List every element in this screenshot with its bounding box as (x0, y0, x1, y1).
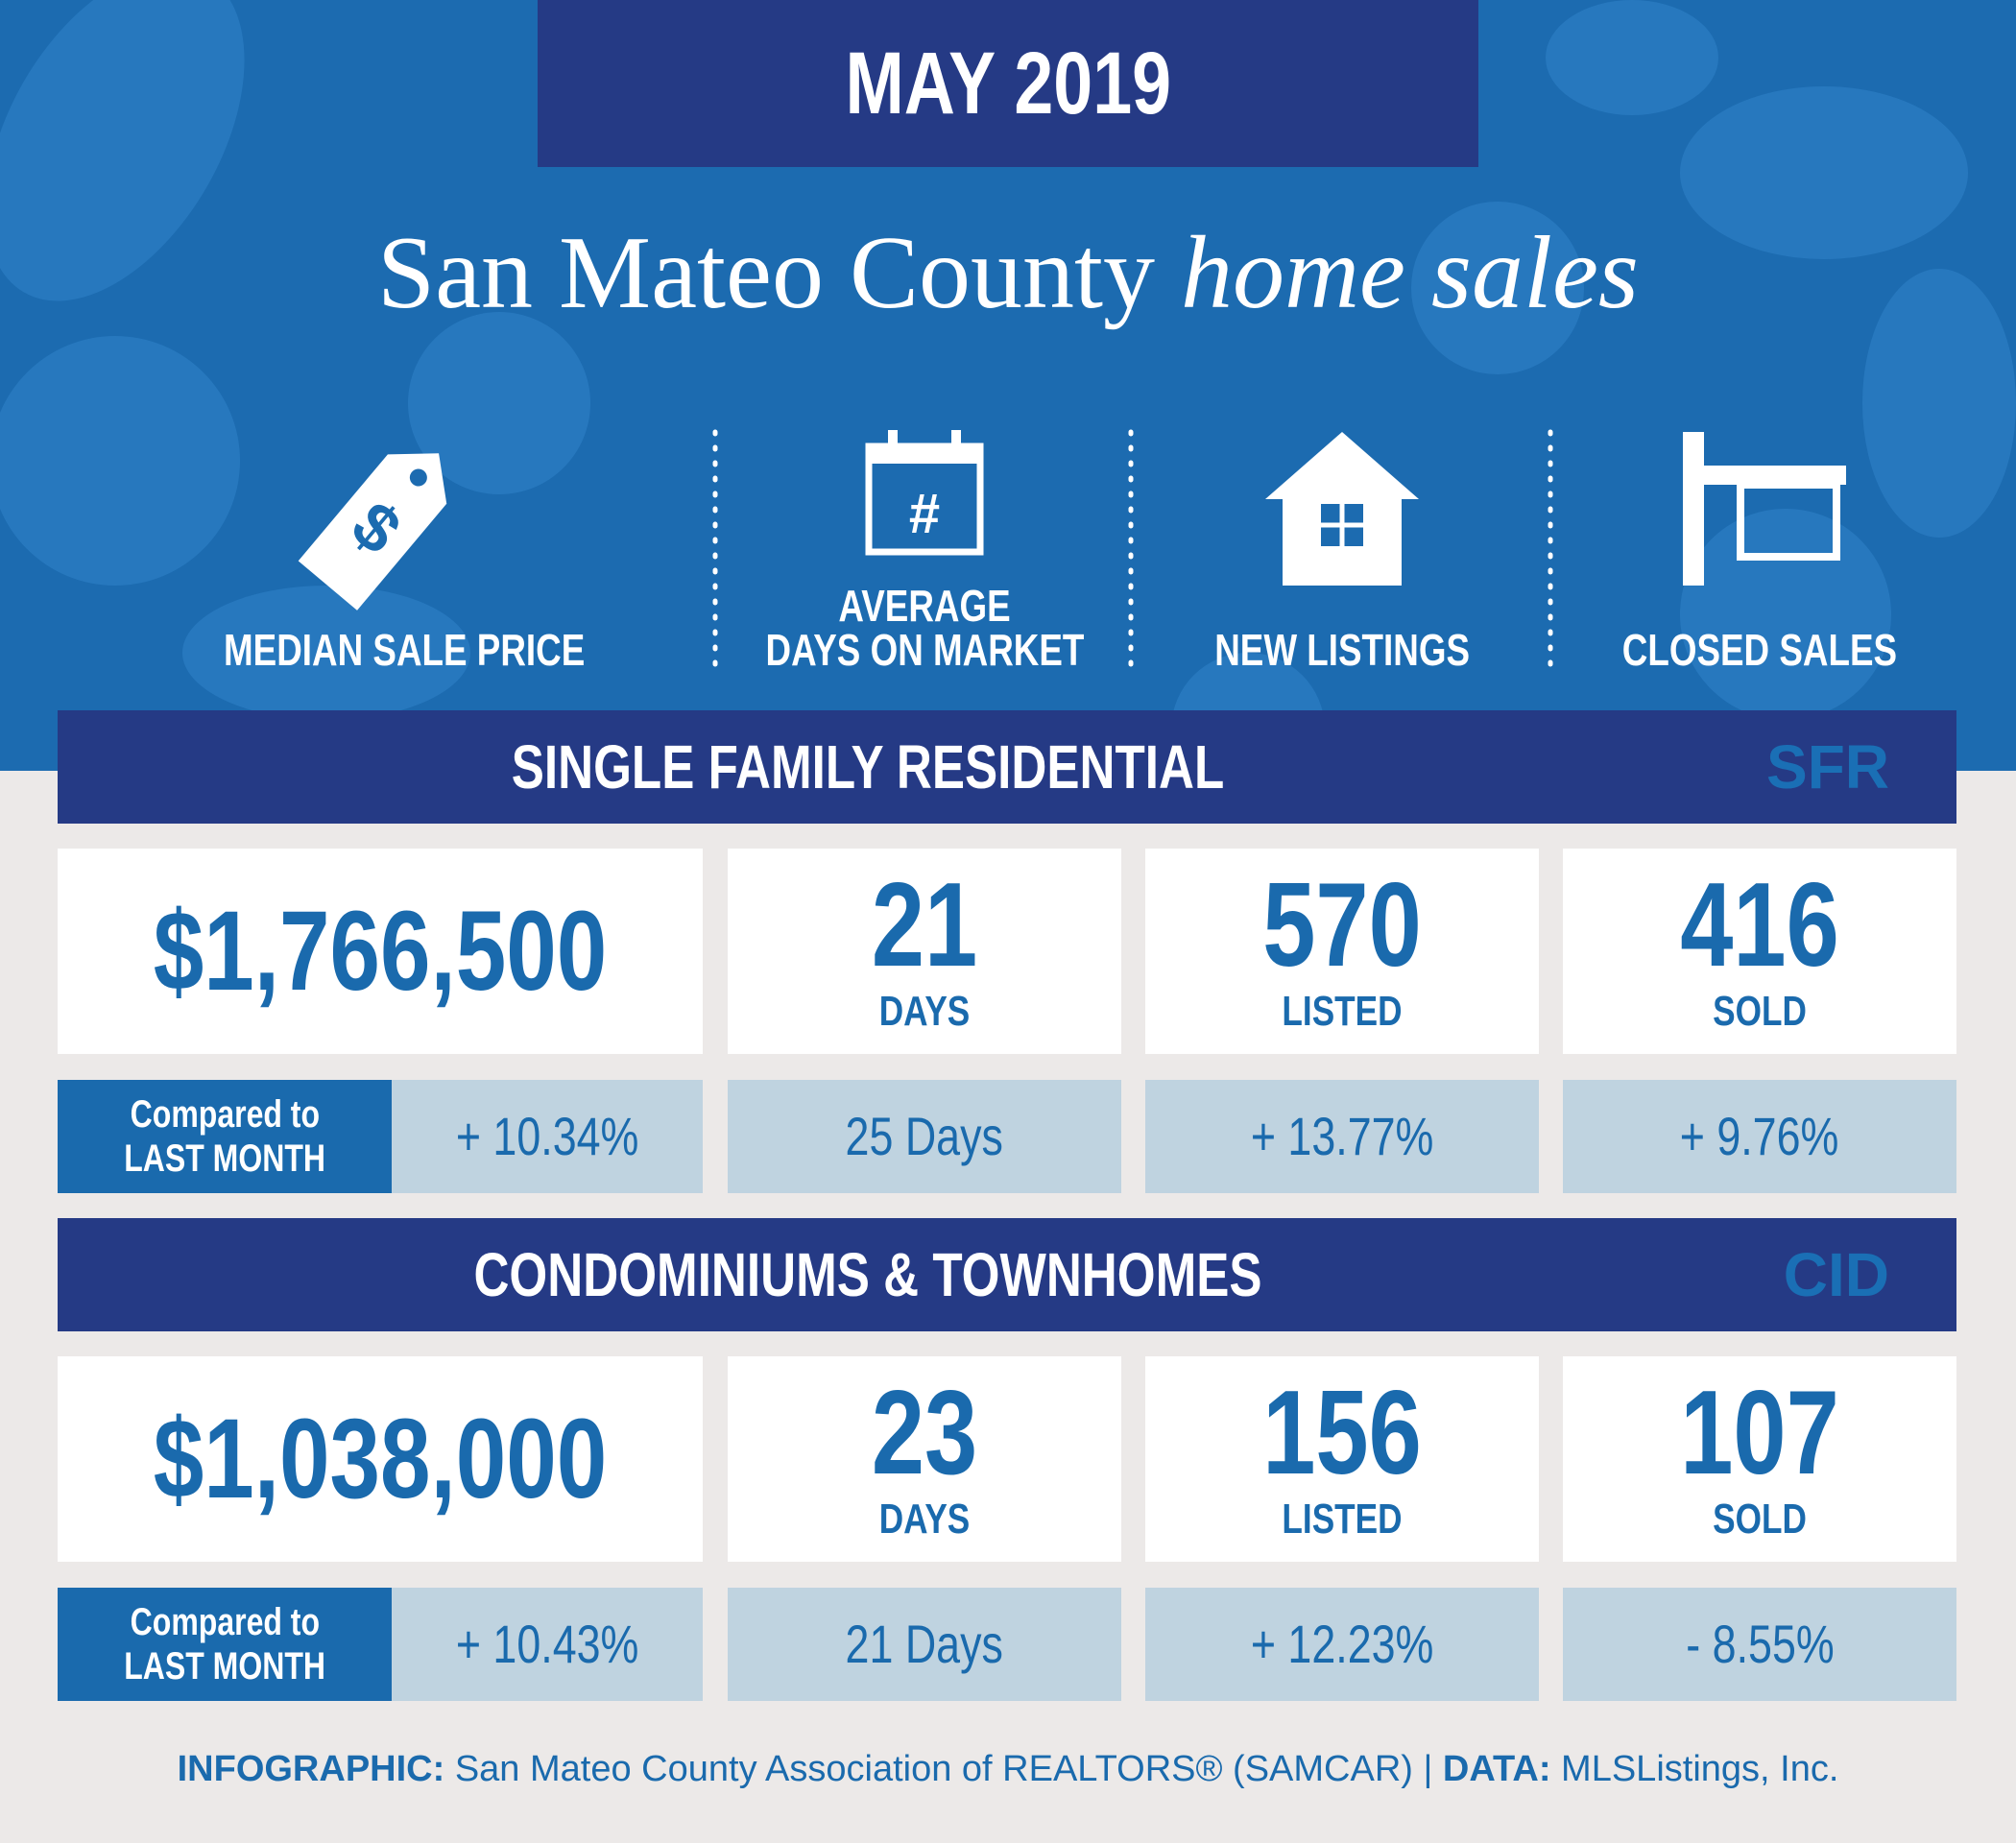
change-box: + 10.43% (392, 1588, 703, 1701)
metric-label-line: DAYS ON MARKET (723, 628, 1126, 672)
change: - 8.55% (1685, 1614, 1835, 1674)
metric-label-text: AVERAGE (838, 581, 1011, 631)
section-bar: SINGLE FAMILY RESIDENTIAL SFR (58, 710, 1956, 824)
comparison-label-line: Compared to (58, 1092, 392, 1137)
metric-label-line: CLOSED SALES (1558, 628, 1961, 672)
value: 570 (1262, 859, 1422, 992)
change-box: + 13.77% (1145, 1080, 1539, 1193)
footer-text: San Mateo County Association of REALTORS… (454, 1749, 1433, 1789)
comparison-label-text: Compared to (130, 1093, 320, 1136)
section-code: CID (1783, 1240, 1889, 1309)
value-box: 21 DAYS (728, 849, 1121, 1054)
value: $1,766,500 (153, 888, 608, 1015)
change: + 12.23% (1250, 1614, 1434, 1674)
section-title: CONDOMINIUMS & TOWNHOMES (473, 1240, 1262, 1309)
value-box: 23 DAYS (728, 1356, 1121, 1562)
value: 416 (1680, 859, 1839, 992)
change: + 10.43% (455, 1614, 639, 1674)
change: 21 Days (845, 1614, 1004, 1674)
value: 23 (871, 1367, 978, 1499)
change: + 13.77% (1250, 1106, 1434, 1166)
metric-label-line: MEDIAN SALE PRICE (179, 625, 586, 675)
unit: SOLD (1713, 988, 1807, 1035)
section-bar: CONDOMINIUMS & TOWNHOMES CID (58, 1218, 1956, 1331)
metric-label-text: MEDIAN SALE PRICE (224, 625, 586, 675)
comparison-label-line: Compared to (58, 1600, 392, 1644)
title-main: San Mateo County (377, 216, 1155, 330)
change-box: 25 Days (728, 1080, 1121, 1193)
title: San Mateo County home sales (0, 206, 2016, 341)
value: 156 (1262, 1367, 1422, 1499)
footer: INFOGRAPHIC: San Mateo County Associatio… (0, 1749, 2016, 1790)
footer-label: DATA: (1442, 1749, 1551, 1789)
metric-label-line: NEW LISTINGS (1140, 628, 1544, 672)
value-box: 156 LISTED (1145, 1356, 1539, 1562)
unit: LISTED (1282, 1496, 1403, 1543)
comparison-label-line: LAST MONTH (58, 1644, 392, 1688)
metric-label: MEDIAN SALE PRICE (179, 625, 586, 675)
metric-label-text: NEW LISTINGS (1214, 625, 1470, 675)
change: + 10.34% (455, 1106, 639, 1166)
comparison-label: Compared to LAST MONTH (58, 1080, 392, 1193)
footer-label: INFOGRAPHIC: (177, 1749, 445, 1789)
value: 107 (1680, 1367, 1839, 1499)
section-title: SINGLE FAMILY RESIDENTIAL (511, 732, 1225, 802)
comparison-label-text: Compared to (130, 1601, 320, 1643)
change-box: + 10.34% (392, 1080, 703, 1193)
unit: SOLD (1713, 1496, 1807, 1543)
month: MAY 2019 (845, 35, 1171, 132)
change-box: 21 Days (728, 1588, 1121, 1701)
metric-label-line: AVERAGE (723, 584, 1126, 628)
change: + 9.76% (1680, 1106, 1839, 1166)
value-box: $1,038,000 (58, 1356, 703, 1562)
unit: DAYS (878, 988, 971, 1035)
value-box: 107 SOLD (1563, 1356, 1956, 1562)
change-box: + 9.76% (1563, 1080, 1956, 1193)
value: $1,038,000 (153, 1396, 608, 1522)
unit: DAYS (878, 1496, 971, 1543)
value: 21 (871, 859, 978, 992)
icons: $ # (298, 429, 1846, 680)
comparison-label-text: LAST MONTH (124, 1645, 325, 1687)
change-box: + 12.23% (1145, 1588, 1539, 1701)
metric-label: CLOSED SALES (1558, 628, 1961, 672)
metric-label-text: CLOSED SALES (1621, 625, 1898, 675)
section-code: SFR (1766, 732, 1889, 802)
metric-label: NEW LISTINGS (1140, 628, 1544, 672)
unit: LISTED (1282, 988, 1403, 1035)
comparison-label: Compared to LAST MONTH (58, 1588, 392, 1701)
value-box: 416 SOLD (1563, 849, 1956, 1054)
change: 25 Days (845, 1106, 1004, 1166)
change-box: - 8.55% (1563, 1588, 1956, 1701)
footer-text: MLSListings, Inc. (1561, 1749, 1839, 1789)
metric-label: AVERAGE DAYS ON MARKET (723, 584, 1126, 672)
comparison-label-text: LAST MONTH (124, 1137, 325, 1180)
month-banner: MAY 2019 (538, 0, 1478, 167)
value-box: $1,766,500 (58, 849, 703, 1054)
comparison-label-line: LAST MONTH (58, 1137, 392, 1181)
title-italic: home sales (1181, 216, 1639, 330)
metric-label-text: DAYS ON MARKET (765, 625, 1084, 675)
svg-text:#: # (909, 483, 940, 545)
value-box: 570 LISTED (1145, 849, 1539, 1054)
